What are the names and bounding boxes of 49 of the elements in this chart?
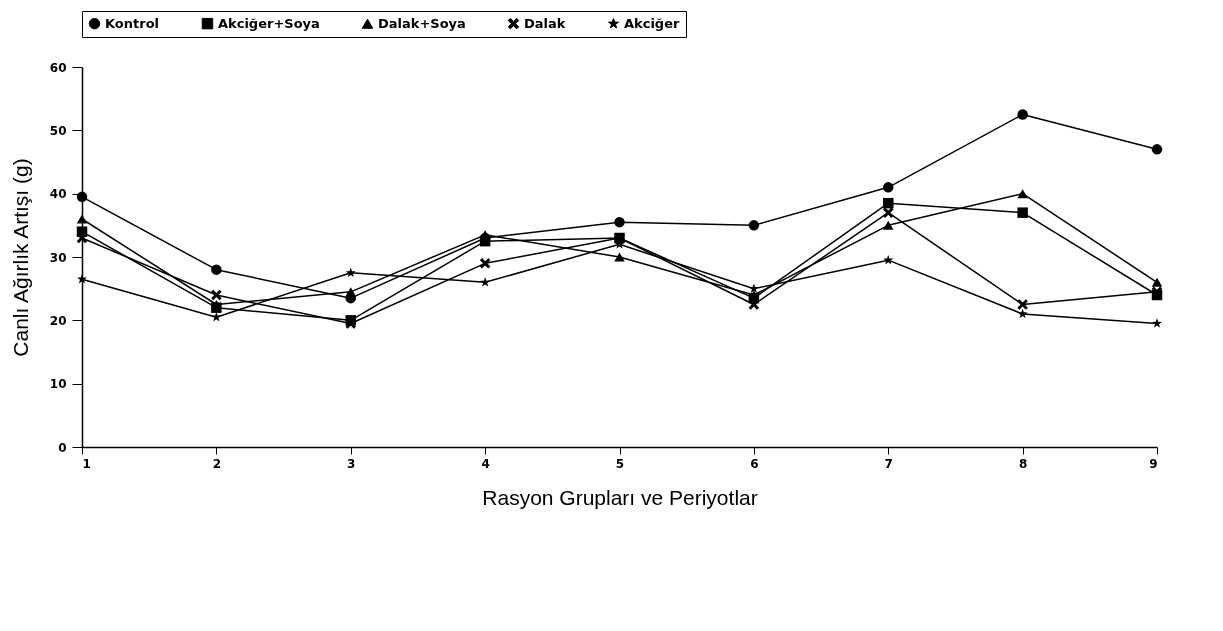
point bbox=[748, 220, 760, 231]
point bbox=[479, 258, 491, 269]
x-tick-label: 2 bbox=[212, 456, 222, 471]
point bbox=[345, 287, 356, 297]
y-tick-label: 0 bbox=[58, 440, 67, 455]
y-tick-label: 20 bbox=[49, 313, 67, 328]
x-tick-label: 6 bbox=[750, 456, 759, 471]
legend-label: Akciğer bbox=[624, 15, 680, 31]
y-tick-label: 40 bbox=[49, 187, 67, 202]
legend-label: Kontrol bbox=[105, 15, 160, 31]
point bbox=[1151, 277, 1163, 287]
y-tick-label: 50 bbox=[49, 123, 67, 138]
point bbox=[883, 182, 894, 193]
legend-label: Akciğer+Soya bbox=[218, 15, 320, 31]
point bbox=[614, 252, 625, 262]
y-axis-title: Canlı Ağırlık Artışı (g) bbox=[8, 158, 32, 357]
point bbox=[1017, 109, 1028, 120]
point bbox=[76, 214, 88, 224]
legend-label: Dalak bbox=[524, 15, 566, 31]
y-tick-label: 30 bbox=[49, 250, 67, 265]
point bbox=[211, 264, 222, 275]
point bbox=[345, 267, 356, 278]
x-tick-label: 4 bbox=[481, 456, 490, 471]
y-tick-label: 10 bbox=[49, 377, 67, 392]
x-tick-label: 1 bbox=[82, 456, 91, 471]
point bbox=[883, 254, 894, 265]
x-axis-title: Rasyon Grupları ve Periyotlar bbox=[482, 485, 758, 509]
point bbox=[77, 273, 87, 284]
x-tick-label: 8 bbox=[1018, 456, 1028, 471]
point bbox=[883, 207, 894, 218]
x-tick-label: 7 bbox=[884, 456, 893, 471]
point bbox=[883, 197, 894, 209]
point bbox=[1017, 308, 1028, 319]
legend-label: Dalak+Soya bbox=[378, 15, 466, 31]
point bbox=[883, 220, 894, 230]
point bbox=[1017, 207, 1028, 218]
point bbox=[211, 311, 222, 322]
x-tick-label: 3 bbox=[347, 456, 356, 471]
point bbox=[1017, 189, 1028, 199]
point bbox=[1152, 318, 1162, 328]
point bbox=[76, 191, 88, 203]
point bbox=[211, 289, 222, 301]
x-tick-label: 5 bbox=[615, 456, 625, 471]
y-tick-label: 60 bbox=[49, 60, 67, 75]
x-tick-label: 9 bbox=[1149, 456, 1158, 471]
point bbox=[480, 277, 491, 287]
point bbox=[1151, 144, 1163, 155]
point bbox=[1017, 299, 1028, 310]
point bbox=[614, 216, 625, 228]
